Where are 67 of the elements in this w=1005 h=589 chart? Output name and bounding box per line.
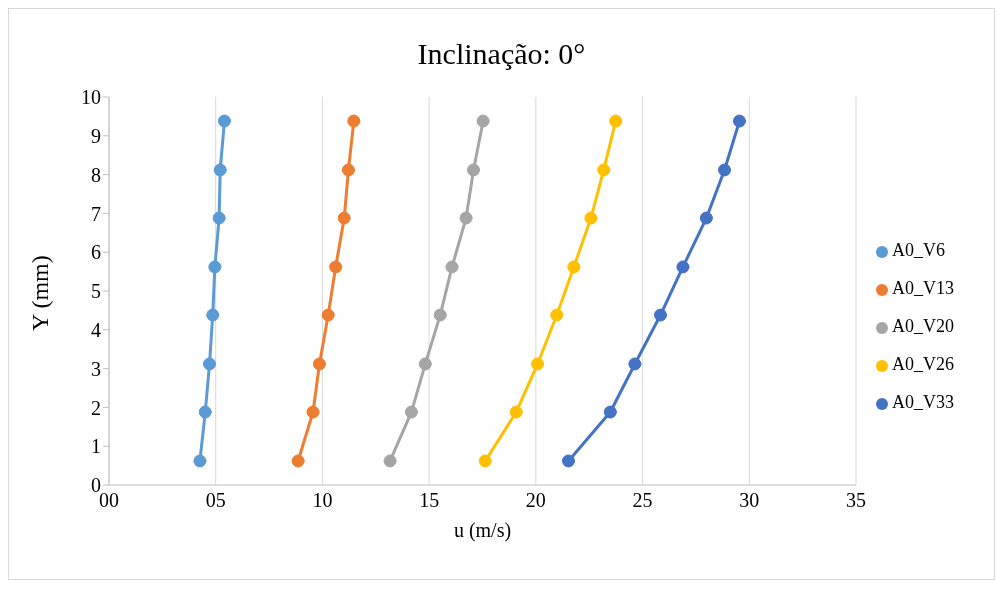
y-tick-label: 3 — [91, 357, 101, 380]
x-tick-label: 35 — [846, 489, 866, 512]
point — [217, 114, 231, 128]
x-tick-label: 05 — [205, 489, 226, 512]
point — [567, 260, 581, 274]
point — [206, 308, 220, 322]
legend-label: A0_V20 — [892, 316, 954, 336]
point — [208, 260, 222, 274]
y-tick-label: 9 — [91, 124, 101, 147]
y-tick-label: 1 — [91, 435, 101, 458]
y-tick-label: 8 — [91, 163, 101, 186]
y-tick-label: 7 — [91, 202, 101, 225]
x-tick-label: 10 — [312, 489, 333, 512]
point — [676, 260, 690, 274]
point — [509, 405, 523, 419]
point — [584, 211, 598, 225]
point — [347, 114, 361, 128]
point — [467, 163, 481, 177]
point — [329, 260, 343, 274]
point — [459, 211, 473, 225]
y-tick-label: 5 — [91, 280, 101, 303]
y-tick-label: 4 — [91, 318, 101, 341]
point — [198, 405, 212, 419]
point — [478, 454, 492, 468]
x-axis-title: u (m/s) — [453, 519, 512, 542]
point — [321, 308, 335, 322]
point — [291, 454, 305, 468]
point — [718, 163, 732, 177]
y-tick-label: 6 — [91, 241, 101, 264]
point — [732, 114, 746, 128]
point — [476, 114, 490, 128]
point — [433, 308, 447, 322]
x-tick-label: 30 — [739, 489, 760, 512]
point — [341, 163, 355, 177]
point — [418, 357, 432, 371]
point — [531, 357, 545, 371]
point — [213, 163, 227, 177]
y-tick-label: 10 — [81, 86, 101, 109]
point — [212, 211, 226, 225]
point — [312, 357, 326, 371]
point — [628, 357, 642, 371]
point — [445, 260, 459, 274]
x-tick-label: 15 — [419, 489, 440, 512]
point — [404, 405, 418, 419]
point — [337, 211, 351, 225]
x-tick-label: 25 — [632, 489, 653, 512]
legend-label: A0_V33 — [892, 392, 954, 412]
point — [609, 114, 623, 128]
chart-title: Inclinação: 0° — [416, 37, 587, 72]
x-tick-label: 20 — [525, 489, 546, 512]
point — [193, 454, 207, 468]
point — [654, 308, 667, 322]
point — [562, 454, 576, 468]
y-axis-title: Y (mm) — [26, 255, 53, 331]
legend-label: A0_V6 — [892, 240, 945, 260]
point — [699, 211, 713, 225]
legend-label: A0_V26 — [892, 354, 954, 374]
point — [550, 308, 564, 322]
legend-label: A0_V13 — [892, 278, 954, 298]
y-tick-label: 0 — [91, 474, 101, 497]
point — [383, 454, 397, 468]
point — [306, 405, 320, 419]
point — [597, 163, 611, 177]
x-tick-label: 00 — [99, 489, 119, 512]
point — [203, 357, 217, 371]
point — [603, 405, 617, 419]
y-tick-label: 2 — [91, 396, 101, 419]
